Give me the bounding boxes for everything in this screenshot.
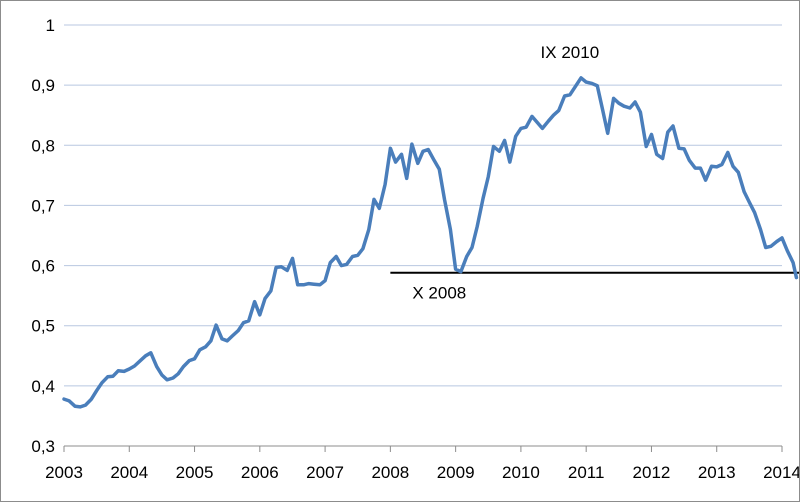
y-tick-label: 1 [46, 16, 55, 35]
y-tick-label: 0,9 [31, 76, 55, 95]
x-tick-label: 2007 [306, 463, 344, 482]
y-tick-label: 0,7 [31, 196, 55, 215]
annotations: IX 2010 X 2008 [412, 43, 599, 303]
x-tick-label: 2005 [176, 463, 214, 482]
x-tick-label: 2011 [568, 463, 605, 482]
x-tick-label: 2010 [502, 463, 540, 482]
y-tick-label: 0,5 [31, 317, 55, 336]
x-tick-label: 2008 [371, 463, 409, 482]
x-tick-label: 2004 [110, 463, 148, 482]
x-axis-tick-labels: 2003 2004 2005 2006 2007 2008 2009 2010 2011 2012… [45, 463, 799, 482]
y-axis-tick-labels: 0,3 0,4 0,5 0,6 0,7 0,8 0,9 1 [31, 16, 55, 456]
x-tick-label: 2012 [633, 463, 671, 482]
x-axis-tick-marks [63, 446, 783, 452]
x-tick-label: 2013 [698, 463, 736, 482]
y-tick-label: 0,6 [31, 257, 55, 276]
y-tick-label: 0,8 [31, 136, 55, 155]
x-tick-label: 2006 [241, 463, 279, 482]
y-tick-label: 0,4 [31, 377, 55, 396]
annotation-label: IX 2010 [541, 43, 600, 62]
annotation-label: X 2008 [412, 284, 466, 303]
x-tick-label: 2014 [763, 463, 799, 482]
gridlines [64, 24, 782, 387]
y-tick-label: 0,3 [31, 437, 55, 456]
x-tick-label: 2003 [45, 463, 83, 482]
x-tick-label: 2009 [437, 463, 475, 482]
series-line [62, 76, 799, 409]
